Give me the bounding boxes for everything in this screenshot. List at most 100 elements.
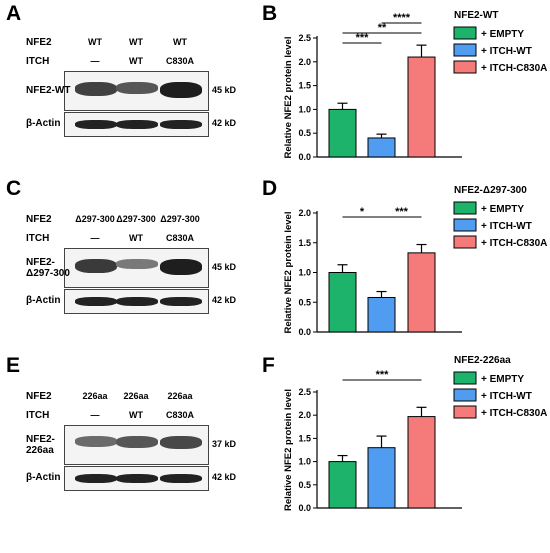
bar	[367, 296, 396, 333]
significance-label: ***	[356, 32, 370, 44]
itch-row-label: ITCH	[26, 410, 50, 421]
protein-band	[116, 436, 158, 448]
protein-band	[75, 259, 117, 273]
y-tick-label: 1.5	[298, 81, 311, 91]
legend-entry: + ITCH-C830A	[481, 238, 547, 249]
actin-label: β-Actin	[26, 472, 61, 483]
legend-entry: + ITCH-C830A	[481, 63, 547, 74]
itch-lane-value: WT	[129, 233, 143, 243]
nfe2-lane-value: Δ297-300	[75, 214, 115, 224]
legend-title: NFE2-226aa	[454, 355, 511, 366]
y-tick-label: 0.5	[298, 480, 311, 490]
actin-kd-label: 42 kD	[212, 295, 237, 305]
itch-lane-value: WT	[129, 410, 143, 420]
significance-label: ***	[395, 206, 409, 218]
actin-kd-label: 42 kD	[212, 472, 237, 482]
legend-entry: + ITCH-WT	[481, 391, 532, 402]
legend-title: NFE2-Δ297-300	[454, 185, 527, 196]
actin-band	[75, 120, 117, 129]
y-tick-label: 1.0	[298, 457, 311, 467]
legend-entry: + EMPTY	[481, 29, 524, 40]
significance-label: ****	[393, 12, 411, 24]
bar	[407, 56, 436, 158]
protein-band	[116, 259, 158, 269]
protein-band	[160, 259, 202, 275]
actin-band	[75, 474, 117, 483]
significance-label: ***	[376, 369, 390, 381]
panel-letter-e: E	[6, 354, 21, 377]
target-band-label: NFE2- Δ297-300	[26, 257, 70, 279]
itch-row-label: ITCH	[26, 56, 50, 67]
actin-band-gel	[64, 112, 209, 137]
itch-lane-value: —	[90, 410, 100, 420]
itch-lane-value: WT	[129, 56, 143, 66]
target-kd-label: 37 kD	[212, 439, 237, 449]
legend-swatch	[453, 371, 477, 385]
bar	[367, 447, 396, 509]
nfe2-lane-value: WT	[173, 37, 187, 47]
y-tick-label: 2.0	[298, 410, 311, 420]
legend-swatch	[453, 60, 477, 74]
nfe2-lane-value: WT	[129, 37, 143, 47]
actin-band	[116, 474, 158, 483]
y-tick-label: 1.0	[298, 104, 311, 114]
western-blot-nfe2-d297-300: NFE2 ITCH Δ297-300 Δ297-300 Δ297-300— WT C830A…	[0, 205, 275, 376]
target-kd-label: 45 kD	[212, 85, 237, 95]
panel-letter-b: B	[262, 2, 278, 25]
panel-letter-f: F	[262, 354, 275, 377]
target-band-gel	[64, 71, 209, 111]
y-tick-label: 0.0	[298, 152, 311, 162]
y-tick-label: 2.0	[298, 57, 311, 67]
itch-lane-value: —	[90, 56, 100, 66]
legend-swatch	[453, 43, 477, 57]
legend-entry: + EMPTY	[481, 374, 524, 385]
legend-swatch	[453, 388, 477, 402]
actin-label: β-Actin	[26, 295, 61, 306]
y-tick-label: 2.5	[298, 33, 311, 43]
itch-row-label: ITCH	[26, 233, 50, 244]
y-axis-label: Relative NFE2 protein level	[283, 212, 294, 334]
actin-label: β-Actin	[26, 118, 61, 129]
bar	[328, 461, 357, 509]
legend-swatch	[453, 405, 477, 419]
nfe2-lane-value: Δ297-300	[116, 214, 156, 224]
actin-band	[116, 120, 158, 129]
target-band-label: NFE2-WT	[26, 85, 71, 96]
protein-band	[160, 436, 202, 449]
y-tick-label: 2.0	[298, 208, 311, 218]
legend-entry: + ITCH-C830A	[481, 408, 547, 419]
itch-lane-value: —	[90, 233, 100, 243]
significance-label: *	[360, 206, 365, 218]
y-axis-label: Relative NFE2 protein level	[283, 37, 294, 159]
nfe2-lane-value: 226aa	[167, 391, 193, 401]
itch-lane-value: C830A	[165, 56, 194, 66]
y-tick-label: 1.0	[298, 268, 311, 278]
nfe2-row-label: NFE2	[26, 391, 52, 402]
significance-label: **	[378, 22, 387, 34]
bar-chart-nfe2-wt: Relative NFE2 protein level 0.0 0.5 1.0 1.5 2…	[283, 10, 547, 162]
nfe2-lane-value: 226aa	[82, 391, 108, 401]
bar	[367, 137, 396, 158]
nfe2-row-label: NFE2	[26, 37, 52, 48]
actin-band-gel	[64, 289, 209, 314]
y-tick-label: 0.0	[298, 503, 311, 513]
actin-band	[160, 120, 202, 129]
target-kd-label: 45 kD	[212, 262, 237, 272]
legend-entry: + ITCH-WT	[481, 221, 532, 232]
nfe2-lane-value: 226aa	[123, 391, 149, 401]
panel-letter-c: C	[6, 177, 22, 200]
y-tick-label: 1.5	[298, 433, 311, 443]
actin-band-gel	[64, 466, 209, 491]
panel-letter-a: A	[6, 2, 22, 25]
bar	[328, 272, 357, 333]
nfe2-lane-value: WT	[88, 37, 102, 47]
nfe2-lane-value: Δ297-300	[160, 214, 200, 224]
y-axis-label: Relative NFE2 protein level	[283, 389, 294, 511]
bar	[407, 252, 436, 333]
y-tick-label: 1.5	[298, 238, 311, 248]
legend-swatch	[453, 26, 477, 40]
legend-swatch	[453, 218, 477, 232]
protein-band	[116, 82, 158, 94]
actin-band	[160, 297, 202, 306]
y-tick-label: 0.5	[298, 297, 311, 307]
